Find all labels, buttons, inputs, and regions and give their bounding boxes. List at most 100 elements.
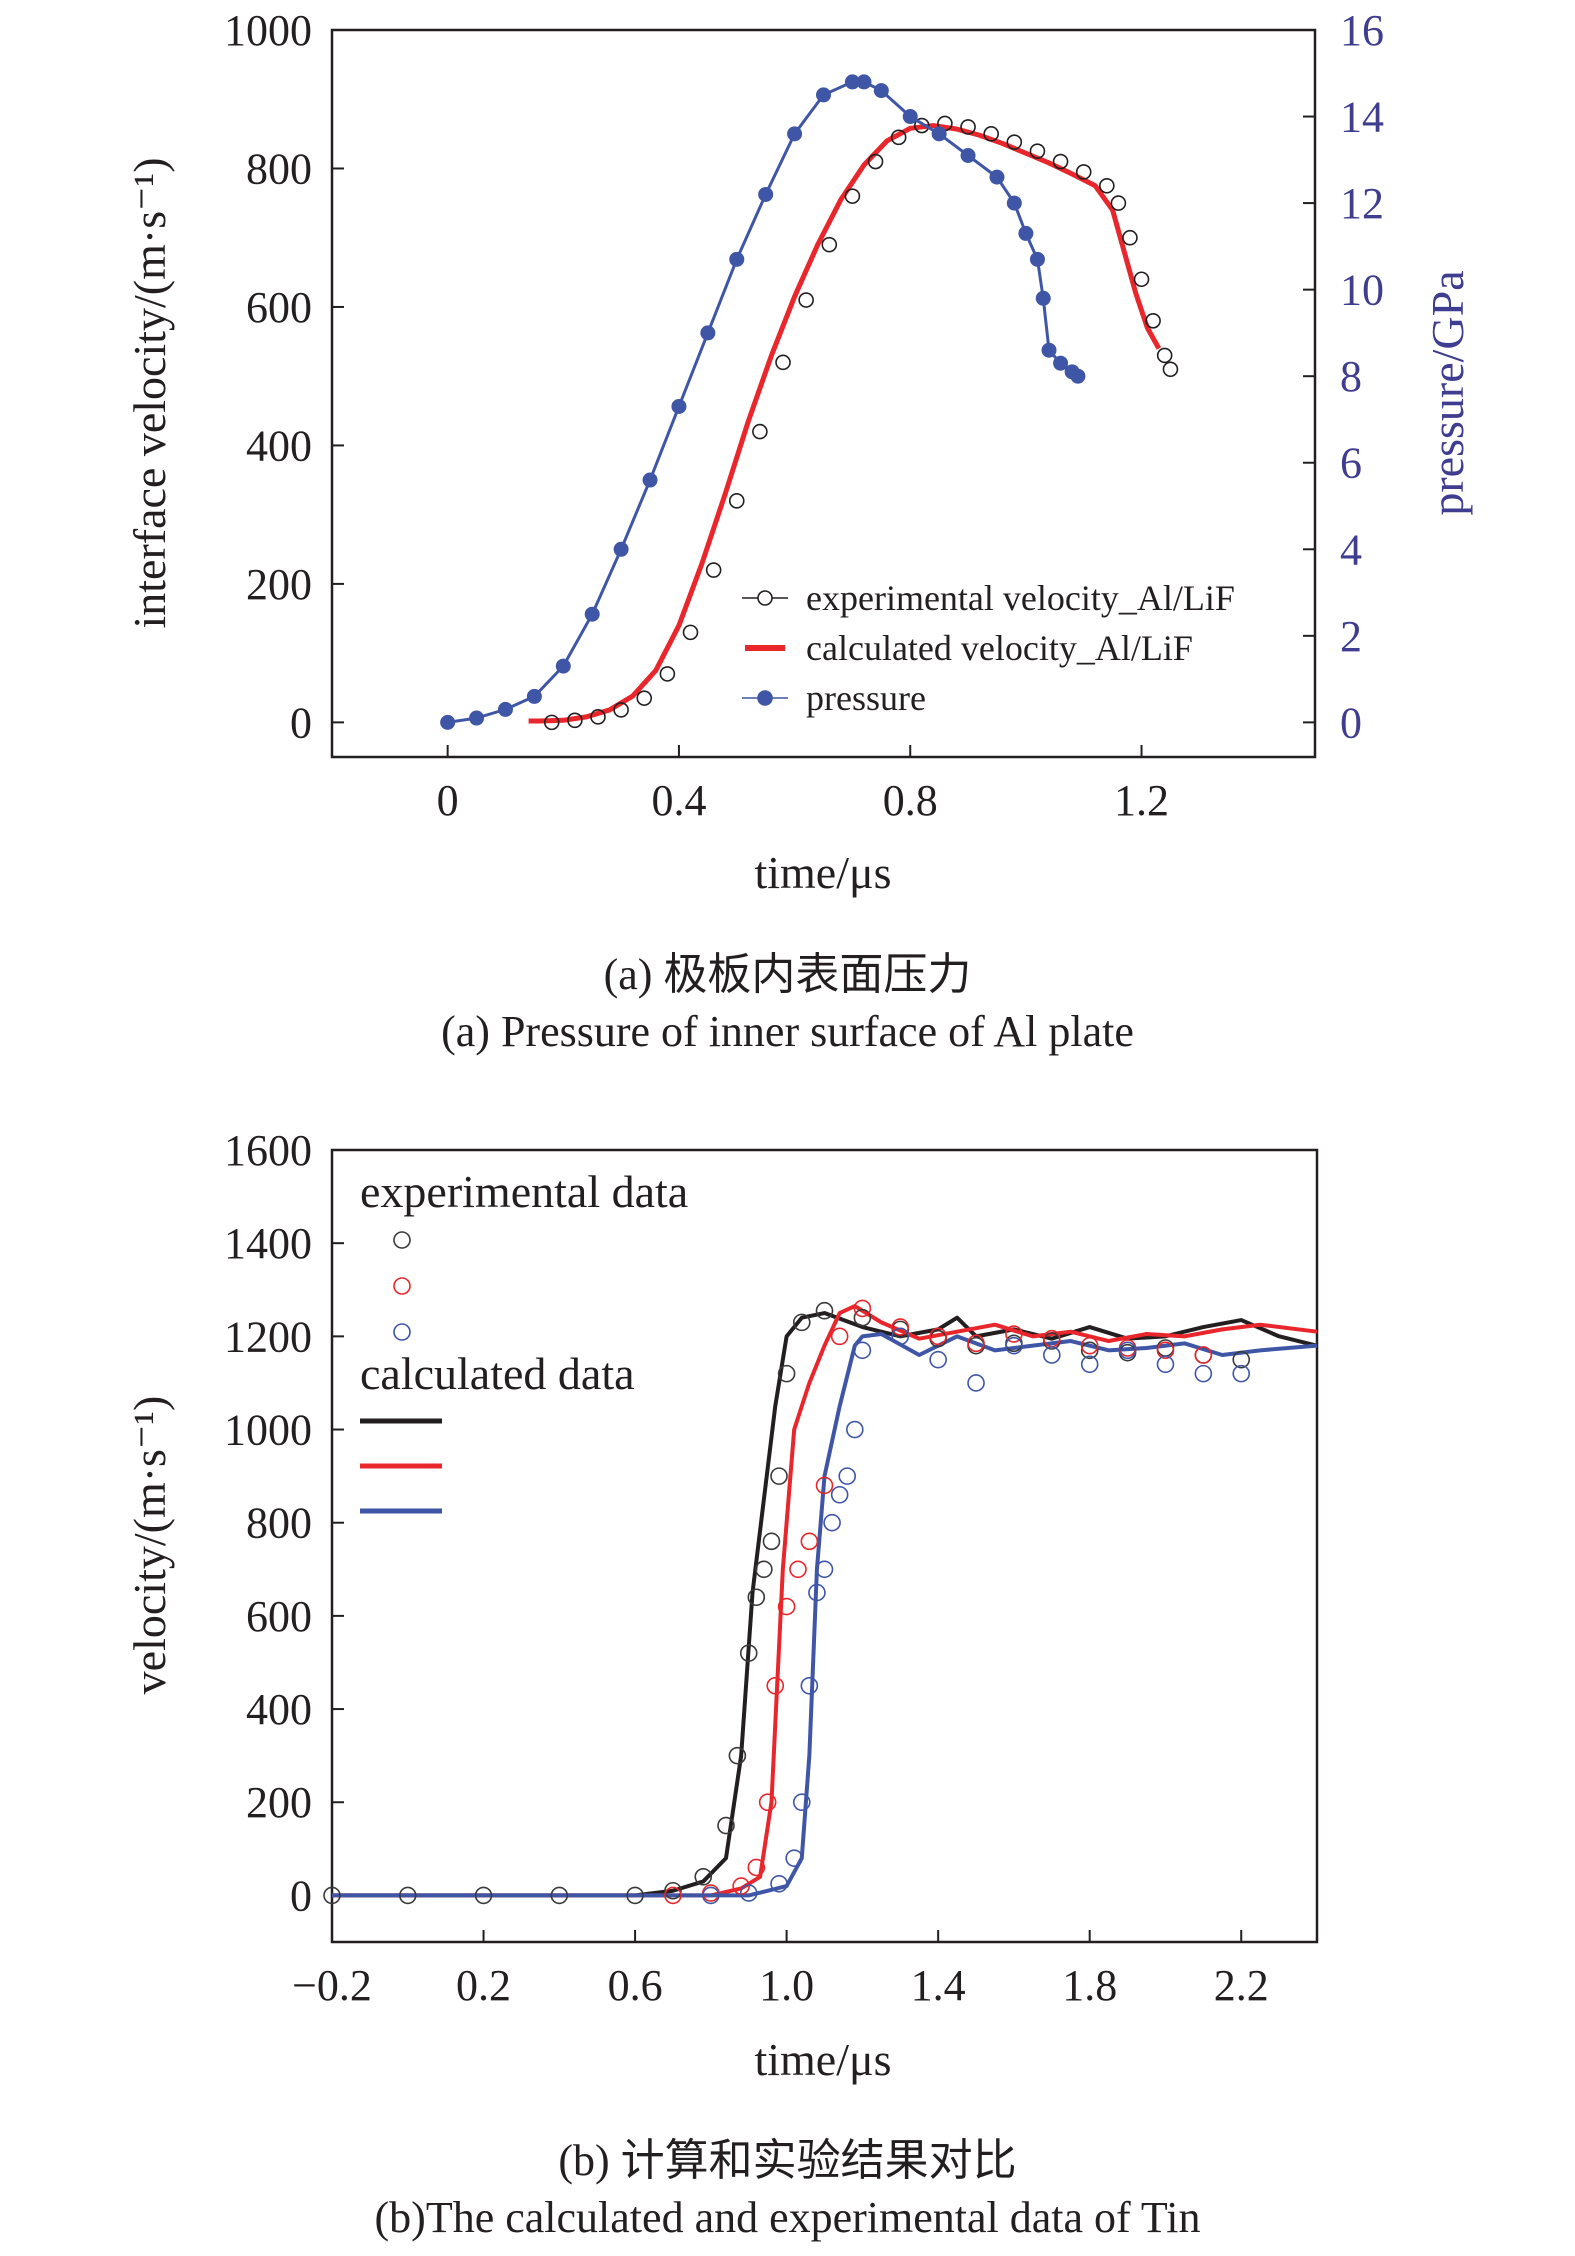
pressure-point [1041, 342, 1057, 358]
experimental-velocity-point [659, 666, 676, 682]
y2-tick-label-a: 4 [1340, 525, 1362, 574]
chart-a: 0 0.4 0.8 1.2 0 200 400 600 800 1000 0 2 4 6 8 10 12 14 16… [124, 6, 1473, 898]
pressure-point [856, 74, 872, 90]
experimental-velocity-point [728, 493, 745, 509]
experimental-data-point [702, 1886, 720, 1905]
experimental-velocity-point [867, 153, 884, 170]
experimental-velocity-point [1162, 361, 1179, 378]
y2-tick-label-a: 0 [1340, 698, 1362, 747]
experimental-velocity-point [1133, 271, 1150, 288]
y-tick-label-b: 1600 [224, 1126, 312, 1175]
pressure-point [960, 147, 976, 163]
experimental-data-point [777, 1597, 796, 1616]
y-tick-label-a: 600 [246, 283, 312, 332]
experimental-data-point [664, 1881, 682, 1900]
y-tick-label-b: 400 [246, 1685, 312, 1734]
y2-axis-label-a: pressure/GPa [1422, 270, 1473, 515]
x-tick-label-b: 0.6 [608, 1961, 663, 2010]
experimental-data-point [853, 1308, 872, 1327]
x-tick-label-a: 1.2 [1114, 776, 1169, 825]
legend-swatch-marker [757, 690, 773, 706]
calculated-series-line [332, 1311, 1318, 1898]
experimental-velocity-point [775, 354, 791, 371]
experimental-data-point [815, 1560, 834, 1579]
experimental-velocity-point [913, 117, 930, 134]
pressure-point [1018, 225, 1034, 241]
series-calculated-velocity-line [528, 123, 1162, 724]
pressure-point [613, 541, 629, 557]
y-tick-label-b: 1000 [224, 1406, 312, 1455]
experimental-data-point [758, 1793, 777, 1812]
calculated-series-line [332, 1332, 1318, 1898]
experimental-data-point [1194, 1346, 1213, 1364]
experimental-data-point [755, 1560, 773, 1579]
experimental-data-point [1080, 1336, 1099, 1355]
experimental-velocity-point [636, 690, 653, 706]
experimental-data-point [739, 1884, 758, 1902]
legend-title-experimental: experimental data [360, 1166, 688, 1217]
pressure-point [729, 251, 745, 267]
experimental-data-point [664, 1886, 682, 1905]
experimental-velocity-point [960, 119, 976, 135]
experimental-data-point [853, 1299, 872, 1318]
pressure-point [989, 169, 1005, 185]
experimental-velocity-point [567, 712, 583, 729]
pressure-point [844, 74, 860, 90]
experimental-data-point [747, 1858, 766, 1877]
experimental-velocity-point [1099, 177, 1115, 194]
x-axis-label-b: time/μs [754, 2034, 891, 2085]
pressure-point [816, 87, 831, 103]
x-tick-label-a: 0.8 [883, 776, 938, 825]
x-tick-label-b: 1.8 [1062, 1961, 1117, 2010]
experimental-velocity-point [705, 562, 722, 578]
pressure-point [873, 83, 889, 99]
caption-b-cn: (b) 计算和实验结果对比 [558, 2136, 1017, 2185]
experimental-data-point [766, 1676, 785, 1695]
y-axis-label-a: interface velocity/(m·s⁻¹) [124, 157, 175, 628]
experimental-data-point [1005, 1336, 1023, 1355]
experimental-data-point [853, 1341, 872, 1360]
experimental-data-point [929, 1327, 947, 1346]
experimental-data-point [1232, 1364, 1251, 1383]
experimental-velocity-point [752, 423, 768, 440]
y-tick-label-a: 0 [290, 698, 312, 747]
pressure-point [787, 126, 803, 142]
experimental-data-point [747, 1588, 766, 1607]
experimental-data-point [1156, 1341, 1175, 1360]
pressure-point [1006, 195, 1022, 211]
pressure-point [1029, 251, 1045, 267]
experimental-data-point [785, 1849, 803, 1867]
y-tick-label-a: 1000 [224, 6, 312, 55]
experimental-velocity-point [983, 126, 999, 142]
experimental-data-point [1156, 1355, 1175, 1374]
experimental-data-point [846, 1420, 864, 1439]
chart-b: −0.2 0.2 0.6 1.0 1.4 1.8 2.2 0 200 400 600 800 1000 1… [124, 1126, 1319, 2085]
y-tick-label-b: 0 [290, 1871, 312, 1920]
caption-b-en: (b)The calculated and experimental data … [374, 2193, 1201, 2242]
plot-frame-a [330, 28, 1317, 759]
pressure-point [700, 325, 716, 341]
x-tick-label-a: 0 [437, 776, 459, 825]
experimental-data-point [830, 1327, 849, 1346]
y-axis-label-b: velocity/(m·s⁻¹) [124, 1396, 175, 1695]
experimental-velocity-point [821, 236, 838, 253]
plot-frame-b [330, 1148, 1319, 1944]
experimental-data-point [800, 1676, 819, 1695]
y-tick-label-a: 200 [246, 560, 312, 609]
experimental-data-point [694, 1867, 713, 1886]
experimental-data-point [838, 1467, 857, 1485]
experimental-data-point [1118, 1341, 1137, 1360]
pressure-point [555, 658, 571, 674]
experimental-data-point [1194, 1364, 1213, 1383]
experimental-data-point [789, 1560, 807, 1579]
x-tick-label-a: 0.4 [651, 776, 706, 825]
series-pressure-line [447, 80, 1079, 724]
experimental-data-point [626, 1886, 644, 1905]
experimental-data-point [739, 1644, 758, 1662]
pressure-point [1035, 290, 1051, 306]
y-tick-label-b: 600 [246, 1592, 312, 1641]
experimental-velocity-point [1156, 347, 1173, 364]
experimental-data-point [967, 1374, 985, 1392]
experimental-data-point [398, 1886, 417, 1905]
y-tick-label-b: 1400 [224, 1219, 312, 1268]
